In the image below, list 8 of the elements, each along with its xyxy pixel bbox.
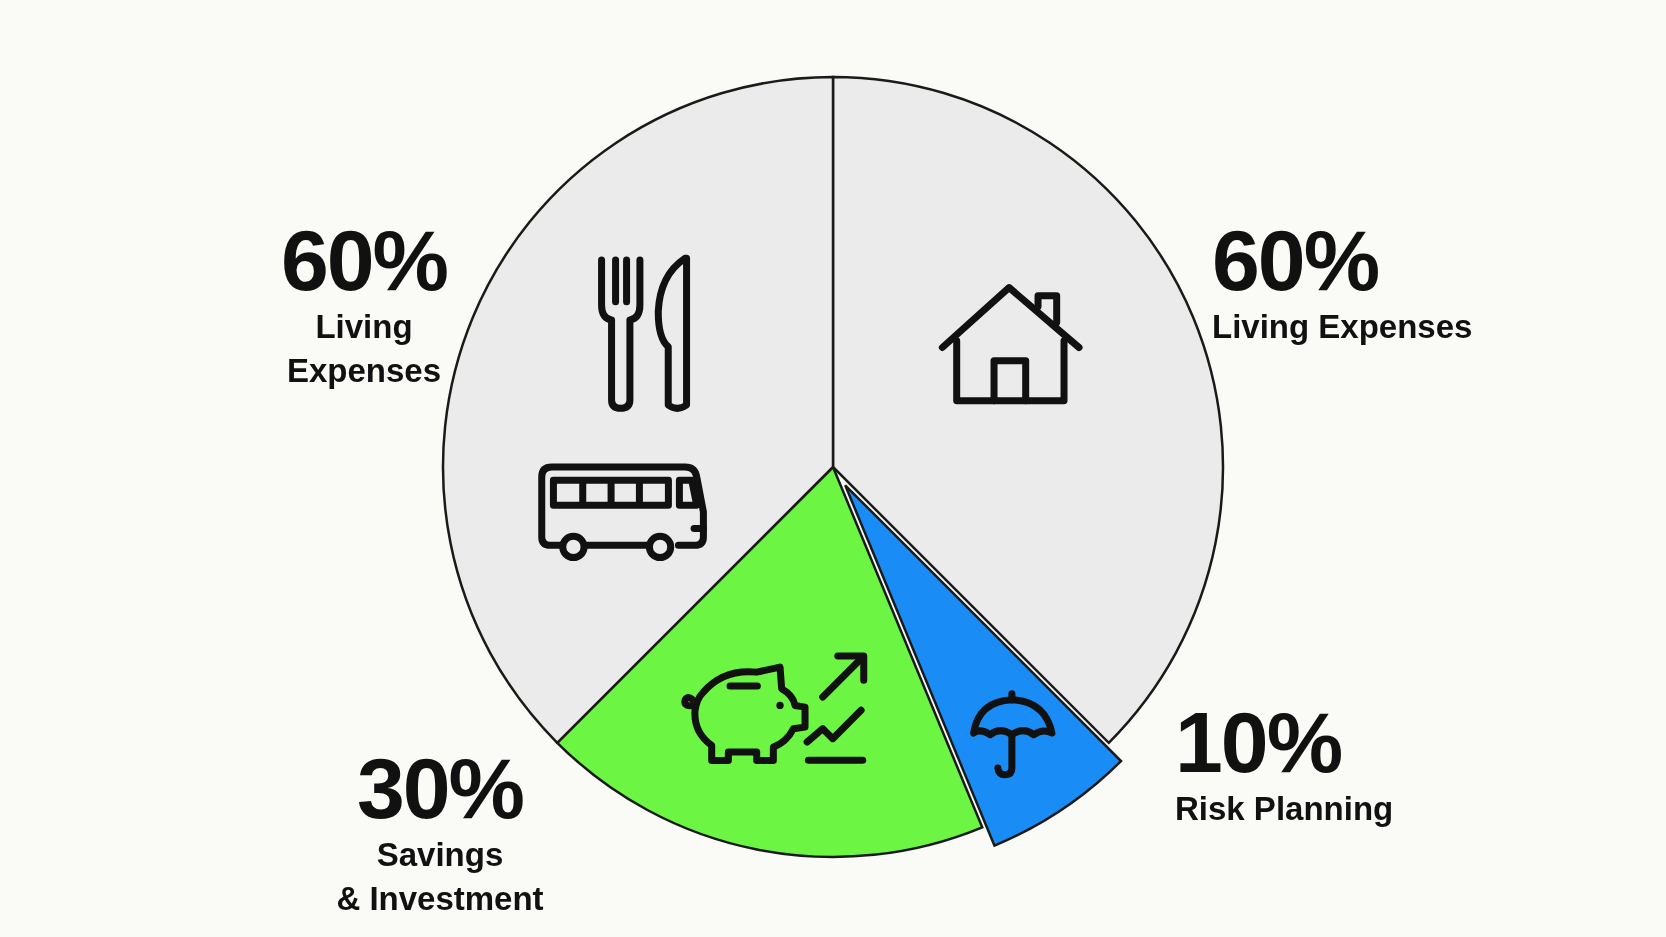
slice-label: Living Expenses bbox=[1212, 308, 1473, 345]
data-label: 60% bbox=[1212, 212, 1379, 308]
data-label: 30% bbox=[356, 740, 524, 836]
data-label: 60% bbox=[280, 212, 448, 308]
slice-label: Living Expenses bbox=[286, 308, 442, 389]
data-label: 10% bbox=[1175, 694, 1342, 790]
slice-label: Savings & Investment bbox=[336, 836, 544, 917]
slice-label: Risk Planning bbox=[1175, 790, 1394, 827]
